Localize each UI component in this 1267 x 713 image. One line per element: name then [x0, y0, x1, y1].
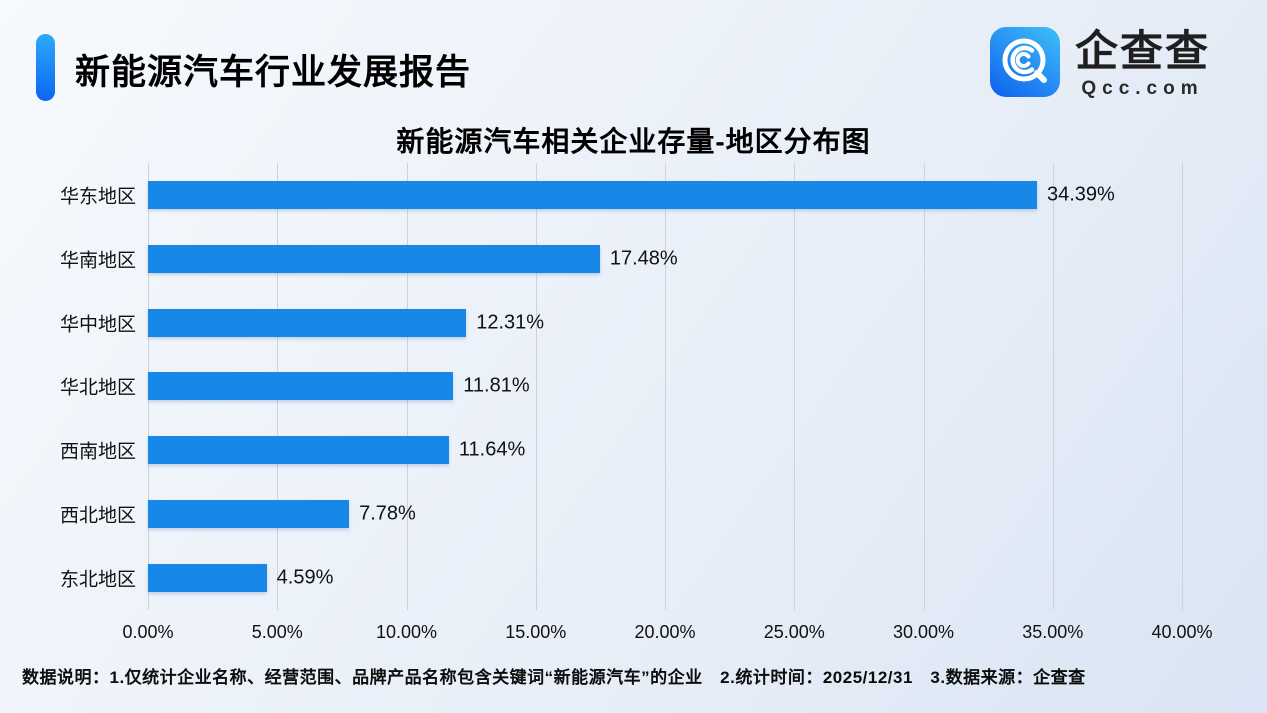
category-label: 华南地区 — [59, 250, 136, 272]
bar — [148, 436, 449, 465]
category-label: 华东地区 — [59, 186, 136, 208]
chart-title: 新能源汽车相关企业存量-地区分布图 — [396, 126, 871, 157]
value-label: 11.64% — [458, 438, 526, 461]
data-notes: 数据说明：1.仅统计企业名称、经营范围、品牌产品名称包含关键词“新能源汽车”的企… — [22, 668, 1086, 687]
bar — [148, 564, 267, 593]
qcc-logo: 企查查 Qcc.com — [990, 27, 1210, 102]
value-label: 17.48% — [609, 247, 678, 270]
x-axis-tick-label: 15.00% — [505, 622, 567, 642]
bar-chart: 0.00% 5.00% 10.00% 15.00% 20.00% 25.00% 30.00%… — [0, 163, 1267, 642]
bar-row: 西北地区 7.78% — [0, 482, 1267, 546]
x-axis-tick-label: 5.00% — [251, 622, 303, 642]
bar-row: 华东地区 34.39% — [0, 163, 1267, 227]
qcc-logo-domain: Qcc.com — [1081, 77, 1204, 99]
x-axis-tick-label: 20.00% — [634, 622, 696, 642]
gridline — [794, 163, 796, 610]
gridline — [1182, 163, 1183, 610]
qcc-logo-icon — [990, 27, 1060, 102]
bar — [148, 372, 454, 401]
x-axis-tick-label: 25.00% — [763, 622, 825, 642]
category-label: 东北地区 — [59, 569, 136, 591]
bar-row: 西南地区 11.64% — [0, 418, 1267, 482]
gridline — [535, 163, 537, 610]
bar — [148, 500, 350, 529]
x-axis-tick-label: 35.00% — [1022, 622, 1084, 642]
value-label: 12.31% — [476, 311, 545, 334]
bar-row: 东北地区 4.59% — [0, 546, 1267, 610]
category-label: 西北地区 — [59, 505, 136, 527]
gridline — [1052, 163, 1054, 610]
category-label: 华中地区 — [59, 314, 136, 336]
value-label: 11.81% — [463, 374, 530, 397]
bar — [148, 244, 600, 273]
value-label: 4.59% — [276, 566, 334, 589]
category-label: 华北地区 — [59, 377, 136, 399]
x-axis-tick-label: 30.00% — [892, 622, 955, 642]
x-axis-tick-label: 40.00% — [1151, 622, 1213, 642]
x-axis-tick-label: 0.00% — [122, 622, 174, 642]
bar-row: 华中地区 12.31% — [0, 291, 1267, 355]
bar — [148, 308, 467, 337]
gridline — [923, 163, 925, 610]
title-accent-bar — [36, 34, 55, 101]
qcc-logo-text: 企查查 Qcc.com — [1075, 29, 1210, 99]
value-label: 7.78% — [359, 502, 416, 525]
x-axis-tick-label: 10.00% — [375, 622, 438, 642]
qcc-logo-name: 企查查 — [1075, 28, 1210, 77]
value-label: 34.39% — [1046, 183, 1115, 206]
category-label: 西南地区 — [59, 441, 136, 463]
report-title: 新能源汽车行业发展报告 — [75, 53, 472, 92]
bar-row: 华北地区 11.81% — [0, 355, 1267, 419]
bar — [148, 180, 1037, 209]
gridline — [665, 163, 666, 610]
bar-row: 华南地区 17.48% — [0, 227, 1267, 291]
